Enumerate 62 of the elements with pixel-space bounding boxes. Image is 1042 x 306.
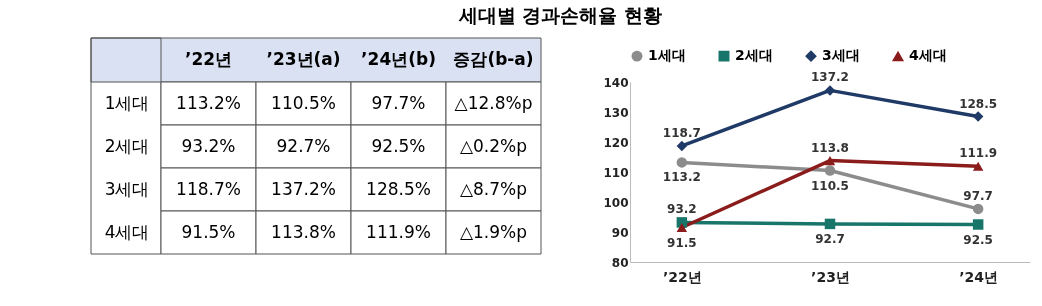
y-tick-label: 110 — [603, 165, 629, 180]
data-label: 110.5 — [811, 178, 849, 193]
y-tick-label: 130 — [603, 105, 629, 120]
point — [676, 222, 688, 233]
y-tick-label: 120 — [603, 135, 629, 150]
y-tick-label: 90 — [611, 225, 629, 240]
y-tick-label: 3세대 — [104, 178, 150, 199]
legend-label: 1세대 — [648, 47, 686, 64]
point — [824, 218, 836, 230]
legend-label: 3세대 — [822, 47, 860, 64]
y-tick-label: 100 — [603, 195, 629, 210]
point — [824, 156, 836, 166]
y-tick-label: 2세대 — [104, 135, 150, 156]
x-tick-label: ’23년(a) — [266, 48, 341, 69]
text: 97.7% — [371, 92, 426, 113]
y-tick-label: 80 — [611, 255, 629, 270]
data-label: 128.5 — [959, 96, 998, 111]
text: △0.2%p — [459, 135, 528, 156]
legend-label: 4세대 — [909, 47, 947, 64]
data-label: 92.7 — [815, 231, 845, 246]
data-label: 92.5 — [963, 232, 993, 247]
x-tick-label: ’22년 — [662, 268, 702, 285]
data-label: 118.7 — [662, 125, 701, 140]
x-tick-label: ’23년 — [811, 268, 850, 285]
text: △8.7%p — [459, 178, 528, 199]
text: 118.7% — [176, 178, 241, 199]
text: △12.8%p — [454, 92, 533, 113]
text: 113.2% — [176, 92, 241, 113]
point — [972, 111, 984, 122]
point — [824, 85, 836, 96]
y-tick-label: 1세대 — [104, 92, 150, 113]
text: 93.2% — [181, 135, 236, 156]
text: 128.5% — [366, 178, 431, 199]
x-tick-label: ’24년 — [959, 268, 999, 285]
x-tick-label: ’22년 — [184, 48, 233, 69]
data-label: 137.2 — [811, 70, 849, 85]
data-label: 93.2 — [667, 202, 697, 217]
point — [972, 161, 984, 171]
text: 113.8% — [271, 221, 336, 242]
y-tick-label: 140 — [603, 75, 629, 90]
point — [972, 203, 984, 215]
data-label: 97.7 — [963, 188, 993, 203]
text: 137.2% — [271, 178, 336, 199]
x-tick-label: 증감(b-a) — [453, 48, 534, 69]
data-label: 113.2 — [662, 170, 701, 185]
text: △1.9%p — [459, 221, 528, 242]
point — [824, 165, 836, 176]
text: 111.9% — [366, 221, 431, 242]
text: 91.5% — [181, 221, 236, 242]
point — [972, 219, 984, 230]
y-tick-label: 4세대 — [104, 221, 150, 242]
data-label: 113.8 — [811, 140, 849, 155]
text: 110.5% — [271, 92, 336, 113]
x-tick-label: ’24년(b) — [361, 48, 436, 69]
data-label: 91.5 — [667, 235, 697, 250]
legend-label: 2세대 — [735, 47, 773, 64]
point — [676, 140, 688, 152]
point — [676, 157, 688, 168]
data-label: 111.9 — [959, 146, 998, 161]
text: 92.5% — [371, 135, 426, 156]
chart-title: 세대별 경과손해율 현황 — [457, 3, 662, 26]
text: 92.7% — [276, 135, 331, 156]
